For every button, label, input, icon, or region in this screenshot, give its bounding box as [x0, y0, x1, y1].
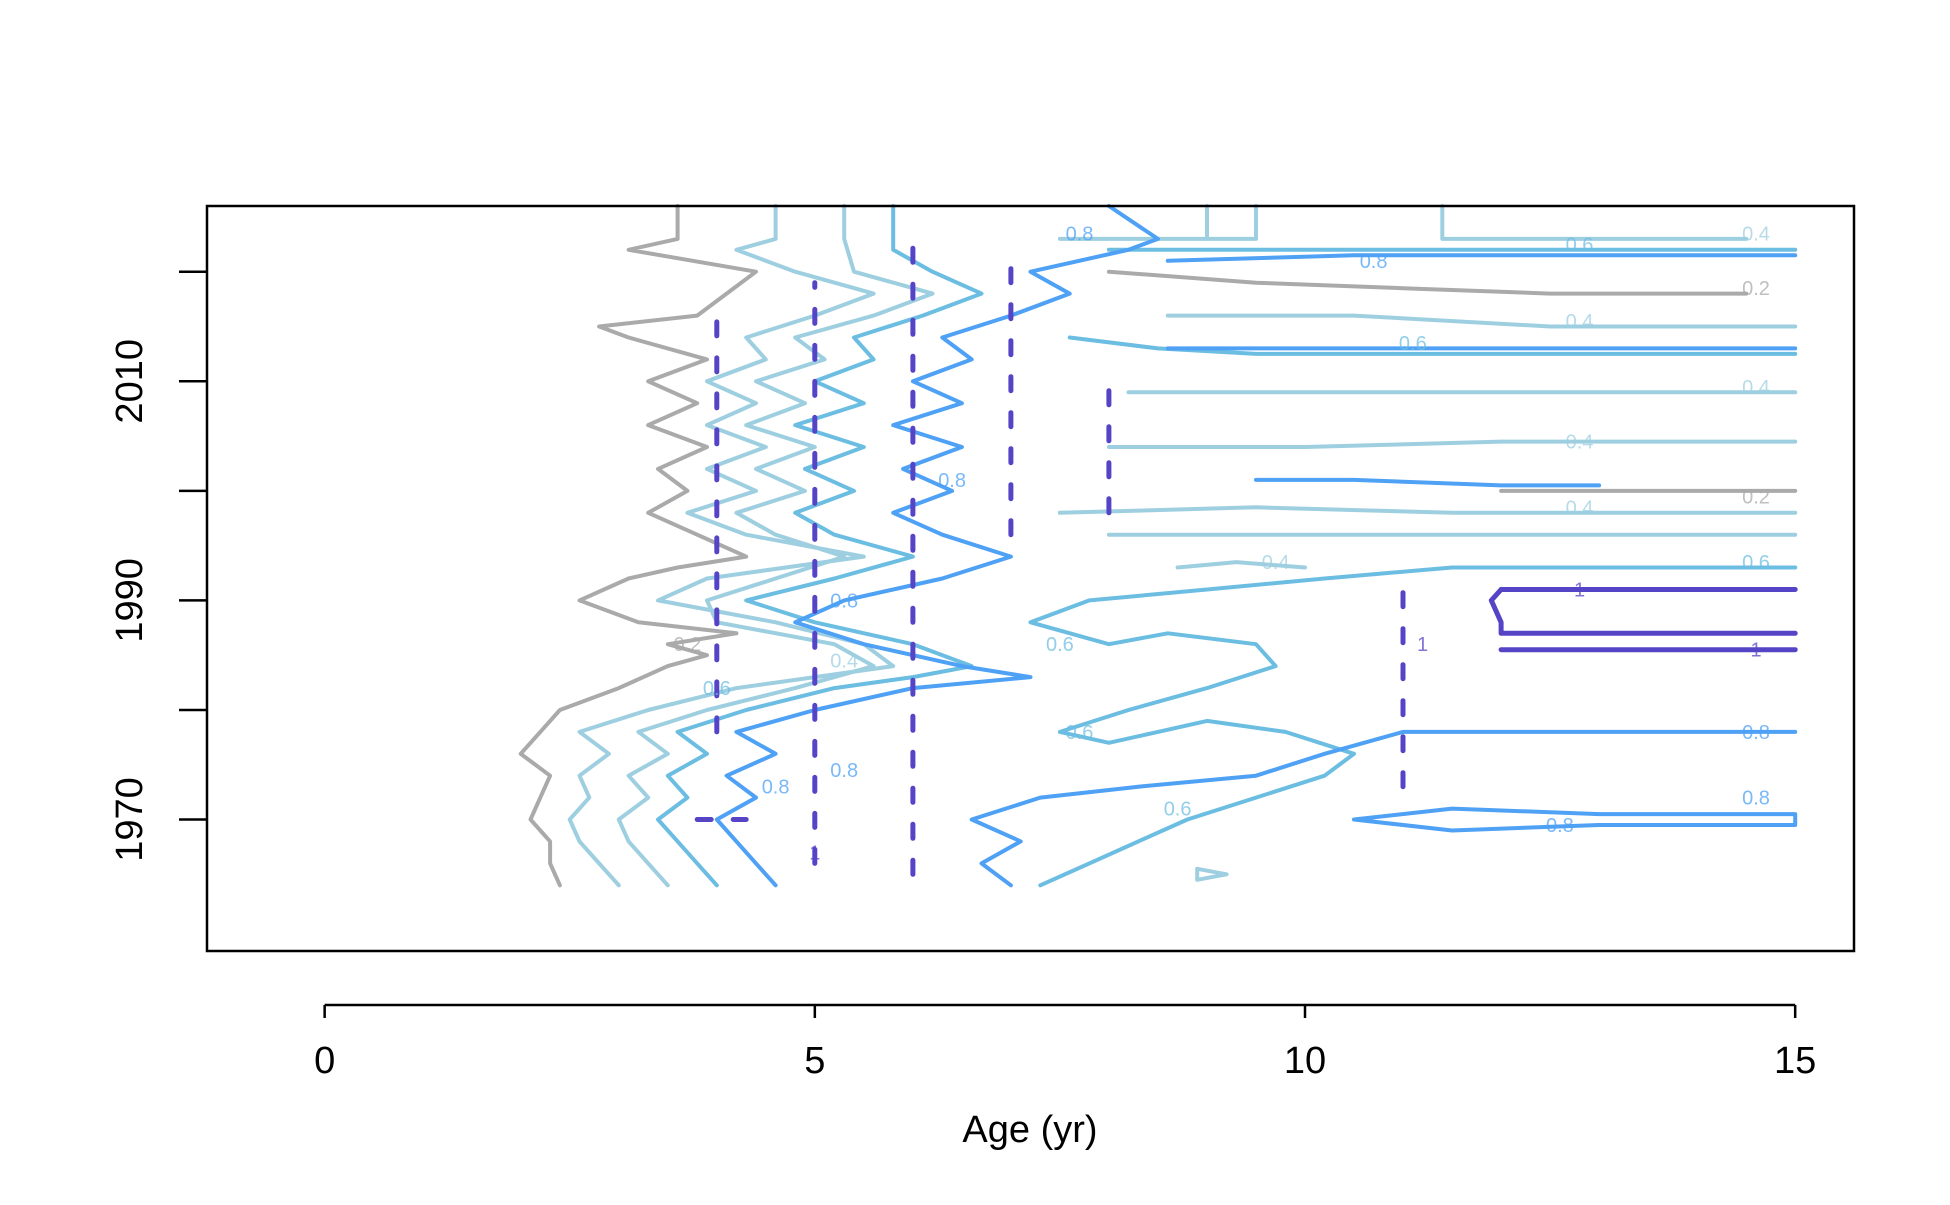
contour-label-25: 0.8 [1546, 815, 1574, 837]
contour-label-22: 0.8 [830, 760, 858, 782]
contour-label-2: 0.2 [673, 634, 701, 656]
contour-line-0-8-24 [1165, 253, 1798, 263]
contour-lines [518, 204, 1798, 888]
contour-label-3: 0.4 [1742, 223, 1770, 245]
contour-line-0-4-13 [1175, 560, 1307, 570]
contour-label-6: 0.4 [1566, 432, 1594, 454]
contour-label-26: 1 [1574, 580, 1585, 602]
contour-label-4: 0.4 [1566, 311, 1594, 333]
contour-label-11: 0.6 [1399, 333, 1427, 355]
contour-label-8: 0.4 [1262, 552, 1290, 574]
x-axis: 0 5 10 15 [314, 1003, 1816, 1082]
contour-label-15: 0.6 [1066, 722, 1094, 744]
x-tick-label: 0 [314, 1040, 335, 1082]
contour-label-19: 0.8 [938, 470, 966, 492]
plot-frame [205, 204, 1856, 953]
contour-label-5: 0.4 [1742, 377, 1770, 399]
contour-line-0-4-14 [1195, 866, 1229, 882]
contour-label-23: 0.8 [762, 777, 790, 799]
x-tick-label: 15 [1774, 1040, 1816, 1082]
contour-line-0-8-19 [714, 204, 1160, 888]
y-axis: 1970 1990 2010 [109, 270, 207, 862]
contour-label-17: 0.8 [1066, 223, 1094, 245]
contour-line-0-4-6 [1205, 204, 1258, 241]
contour-line-0-2-1 [1106, 269, 1749, 296]
contour-label-13: 0.6 [1046, 634, 1074, 656]
contour-label-9: 0.4 [830, 651, 858, 673]
contour-line-0-6-17 [1067, 335, 1798, 356]
contour-line-0-8-21 [1352, 806, 1798, 833]
contour-label-1: 0.2 [1742, 486, 1770, 508]
y-tick-label: 1990 [109, 558, 151, 643]
contour-line-0-8-20 [969, 729, 1798, 888]
x-tick-label: 10 [1284, 1040, 1326, 1082]
contour-line-0-8-22 [1254, 477, 1602, 488]
contour-label-24: 0.8 [1742, 788, 1770, 810]
contour-label-18: 0.8 [1360, 251, 1388, 273]
contour-label-10: 0.6 [1566, 234, 1594, 256]
contour-label-21: 0.8 [1742, 722, 1770, 744]
contour-line-0-4-8 [1165, 313, 1798, 329]
contour-label-7: 0.4 [1566, 497, 1594, 519]
contour-line-1-26 [1488, 587, 1798, 636]
y-tick-label: 2010 [109, 339, 151, 424]
contour-label-20: 0.8 [830, 590, 858, 612]
contour-label-0: 0.2 [1742, 278, 1770, 300]
contour-line-0-6-15 [656, 204, 984, 888]
contour-line-0-4-4 [616, 204, 935, 888]
contour-labels: 0.2 0.2 0.2 0.4 0.4 0.4 0.4 0.4 0.4 0.4 0.6 0.6 0.6 0… [673, 223, 1769, 864]
contour-label-14: 0.6 [703, 678, 731, 700]
contour-line-0-4-3 [567, 204, 896, 888]
contour-label-29: 1 [809, 842, 820, 864]
contour-line-0-4-11 [1057, 505, 1798, 515]
contour-line-0-4-7 [1440, 204, 1749, 241]
x-axis-title: Age (yr) [962, 1109, 1097, 1151]
contour-label-27: 1 [1750, 640, 1761, 662]
x-tick-label: 5 [804, 1040, 825, 1082]
contour-line-0-2-0 [518, 204, 758, 888]
contour-line-0-6-16 [1028, 565, 1798, 888]
contour-line-0-4-10 [1106, 439, 1798, 449]
contour-label-12: 0.6 [1742, 552, 1770, 574]
contour-label-16: 0.6 [1164, 799, 1192, 821]
contour-label-28: 1 [1417, 634, 1428, 656]
y-tick-label: 1970 [109, 777, 151, 862]
